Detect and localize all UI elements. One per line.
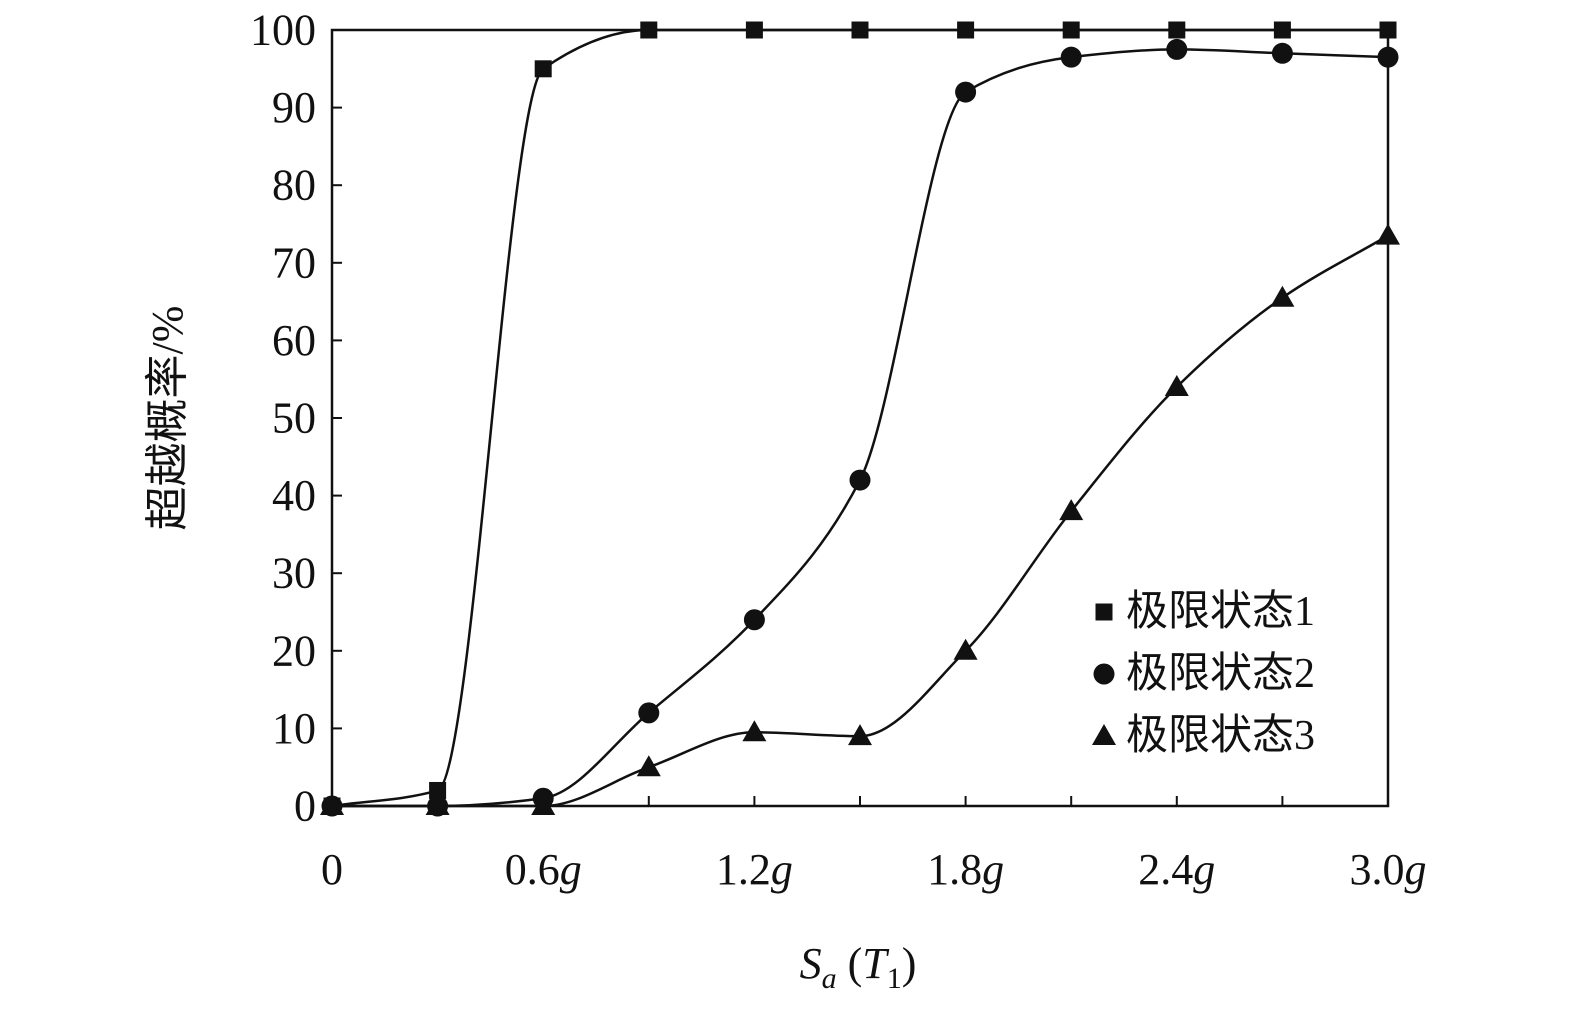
series-line-3 [332,234,1389,808]
data-point-series-2 [1271,42,1293,64]
x-tick-label-unit: g [1405,845,1427,894]
y-tick-label: 100 [250,6,316,55]
x-tick-label-unit: g [771,845,793,894]
data-point-series-1 [534,60,552,78]
y-axis: 0 10 20 30 40 50 60 70 80 90 100 [250,6,342,831]
legend: 极限状态1 极限状态2 极限状态3 [1092,589,1315,759]
data-point-series-3 [1270,285,1295,307]
data-point-series-1 [1062,21,1080,39]
data-point-series-3 [531,794,556,815]
y-tick-label: 90 [272,83,316,132]
x-axis-label-main: S [800,939,822,988]
series-markers [320,21,1400,817]
x-axis-label-sub: a [822,962,837,995]
x-tick-label-number: 1.8 [927,845,982,894]
legend-label-1: 极限状态1 [1126,589,1315,635]
data-point-series-3 [636,755,661,777]
x-tick-label-number: 0.6 [505,845,560,894]
data-point-series-3 [1059,499,1084,521]
y-tick-label: 50 [272,394,316,443]
data-point-series-1 [640,21,658,39]
data-point-series-3 [425,794,450,815]
legend-label-3: 极限状态3 [1126,713,1315,759]
x-tick-label-unit: g [1193,845,1215,894]
y-tick-label: 30 [272,549,316,598]
y-axis-label: 超越概率/% [143,306,192,531]
x-axis-label-varsub: 1 [887,962,902,995]
data-point-series-2 [1060,46,1082,68]
x-axis-label-close: ) [902,939,917,988]
data-point-series-1 [851,21,869,39]
data-point-series-2 [955,81,977,103]
x-tick-label-unit: g [560,845,582,894]
data-point-series-3 [848,724,872,746]
data-point-series-3 [742,720,767,742]
data-point-series-2 [743,609,765,631]
data-point-series-1 [1273,21,1291,39]
legend-marker-3 [1092,724,1116,745]
x-axis-label: Sa (T1) [800,939,917,995]
data-point-series-3 [953,638,978,660]
x-axis-label-var: T [862,939,890,988]
x-tick-label: 1.2g [716,845,793,894]
x-tick-label: 0.6g [505,845,582,894]
data-point-series-1 [745,21,763,39]
data-point-series-1 [429,781,447,799]
x-tick-label-number: 3.0 [1350,845,1405,894]
data-point-series-3 [1164,374,1189,396]
x-tick-label-number: 1.2 [716,845,771,894]
data-point-series-2 [849,469,871,491]
y-tick-label: 70 [272,238,316,287]
legend-marker-2 [1093,663,1115,685]
x-tick-label: 3.0g [1350,845,1427,894]
legend-marker-1 [1095,603,1113,621]
x-axis: 0 0.6g 1.2g 1.8g 2.4g 3.0g [321,796,1427,894]
y-tick-label: 80 [272,161,316,210]
data-point-series-2 [638,702,660,724]
x-tick-label: 0 [321,845,343,894]
data-point-series-1 [1168,21,1186,39]
data-point-series-2 [1377,46,1399,68]
data-point-series-3 [320,794,344,815]
y-tick-label: 0 [294,782,316,831]
x-axis-label-open: ( [837,939,863,988]
y-tick-label: 20 [272,626,316,675]
x-tick-label-number: 2.4 [1138,845,1193,894]
x-tick-label-number: 0 [321,845,343,894]
data-point-series-1 [1379,21,1397,39]
x-tick-label-unit: g [982,845,1004,894]
y-tick-label: 40 [272,471,316,520]
data-point-series-1 [957,21,975,39]
data-point-series-3 [1376,223,1400,245]
y-tick-label: 60 [272,316,316,365]
x-tick-label: 1.8g [927,845,1004,894]
x-tick-label: 2.4g [1138,845,1215,894]
y-tick-label: 10 [272,704,316,753]
legend-label-2: 极限状态2 [1126,651,1315,697]
data-point-series-2 [1166,38,1188,60]
